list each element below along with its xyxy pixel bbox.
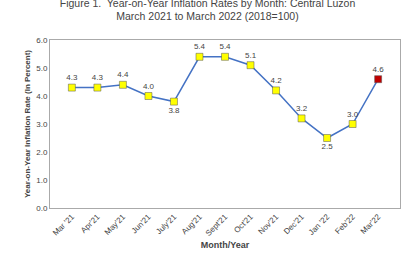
svg-text:5.1: 5.1 xyxy=(245,51,257,60)
svg-text:2.5: 2.5 xyxy=(322,142,334,151)
svg-text:3.2: 3.2 xyxy=(296,104,308,113)
svg-text:1.0: 1.0 xyxy=(36,176,48,185)
svg-text:4.4: 4.4 xyxy=(117,70,129,79)
svg-text:Year-on-Year Inflation Rate (I: Year-on-Year Inflation Rate (In Percent) xyxy=(23,50,32,198)
svg-text:Jun'21: Jun'21 xyxy=(130,212,153,235)
svg-text:Nov'21: Nov'21 xyxy=(256,212,280,236)
svg-text:3.8: 3.8 xyxy=(168,106,180,115)
svg-text:Mar '21: Mar '21 xyxy=(51,212,76,237)
svg-text:4.0: 4.0 xyxy=(36,92,48,101)
svg-text:5.4: 5.4 xyxy=(219,42,231,51)
svg-text:Apr'21: Apr'21 xyxy=(79,212,102,235)
svg-text:Mar'22: Mar'22 xyxy=(359,212,383,236)
svg-text:3.0: 3.0 xyxy=(347,110,359,119)
svg-text:4.0: 4.0 xyxy=(143,82,155,91)
svg-text:4.3: 4.3 xyxy=(92,73,104,82)
svg-text:Sept'21: Sept'21 xyxy=(204,212,230,238)
svg-text:5.4: 5.4 xyxy=(194,42,206,51)
svg-text:6.0: 6.0 xyxy=(36,36,48,45)
svg-text:Jan '22: Jan '22 xyxy=(307,212,332,237)
svg-text:Feb'22: Feb'22 xyxy=(333,212,357,236)
svg-text:3.0: 3.0 xyxy=(36,120,48,129)
svg-text:July'21: July'21 xyxy=(154,212,178,236)
svg-text:May'21: May'21 xyxy=(103,212,128,237)
svg-text:Oct'21: Oct'21 xyxy=(232,212,255,235)
svg-text:4.6: 4.6 xyxy=(373,65,385,74)
svg-text:4.2: 4.2 xyxy=(270,76,282,85)
svg-text:2.0: 2.0 xyxy=(36,148,48,157)
svg-text:4.3: 4.3 xyxy=(66,73,78,82)
svg-text:0.0: 0.0 xyxy=(36,204,48,213)
svg-text:Dec'21: Dec'21 xyxy=(282,212,306,236)
svg-text:5.0: 5.0 xyxy=(36,64,48,73)
svg-text:Month/Year: Month/Year xyxy=(201,240,250,250)
svg-text:Aug'21: Aug'21 xyxy=(180,212,204,236)
svg-text:Figure 1. Year-on-Year Inflat: Figure 1. Year-on-Year Inflation Rates b… xyxy=(60,0,356,22)
